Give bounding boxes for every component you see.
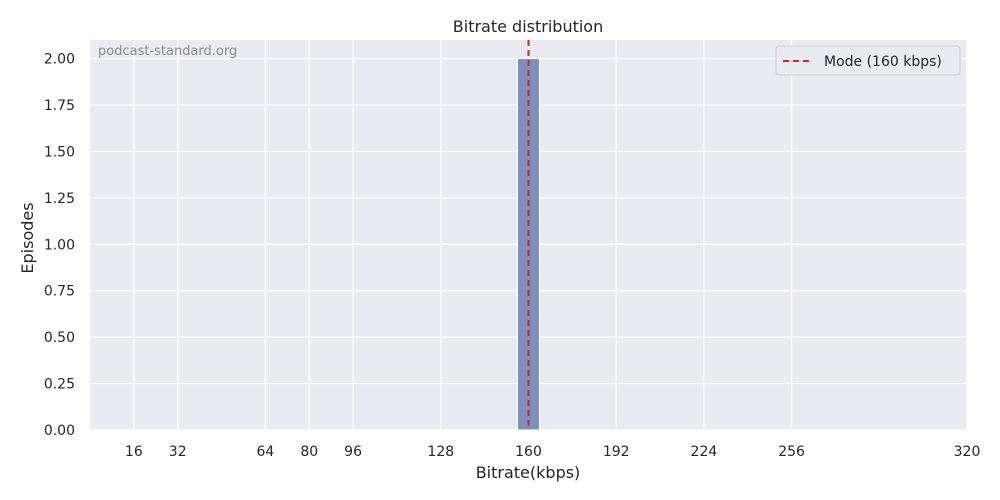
x-tick-label: 96 <box>344 444 362 460</box>
x-tick-label: 32 <box>169 444 187 460</box>
y-axis-label: Episodes <box>18 202 37 273</box>
legend-label: Mode (160 kbps) <box>824 54 942 70</box>
y-tick-label: 0.25 <box>44 377 75 393</box>
y-tick-label: 1.00 <box>44 237 75 253</box>
y-axis-ticks: 0.00 0.25 0.50 0.75 1.00 1.25 1.50 1.75 2.00 <box>44 52 75 439</box>
x-tick-label: 192 <box>603 444 630 460</box>
watermark: podcast-standard.org <box>98 44 237 59</box>
x-tick-label: 160 <box>515 444 542 460</box>
x-tick-label: 64 <box>256 444 274 460</box>
chart-title: Bitrate distribution <box>453 17 603 36</box>
legend: Mode (160 kbps) <box>775 45 961 76</box>
x-tick-label: 256 <box>778 444 805 460</box>
x-axis-ticks: 16 32 64 80 96 128 160 192 224 256 320 <box>125 444 980 460</box>
x-tick-label: 320 <box>954 444 981 460</box>
y-tick-label: 0.00 <box>44 423 75 439</box>
y-tick-label: 1.50 <box>44 144 75 160</box>
y-tick-label: 0.50 <box>44 330 75 346</box>
y-tick-label: 1.25 <box>44 191 75 207</box>
x-axis-label: Bitrate(kbps) <box>476 463 581 482</box>
y-tick-label: 2.00 <box>44 52 75 68</box>
x-tick-label: 224 <box>691 444 718 460</box>
x-tick-label: 16 <box>125 444 143 460</box>
x-tick-label: 80 <box>300 444 318 460</box>
y-tick-label: 1.75 <box>44 98 75 114</box>
x-tick-label: 128 <box>427 444 454 460</box>
legend-box <box>775 45 961 76</box>
y-tick-label: 0.75 <box>44 284 75 300</box>
